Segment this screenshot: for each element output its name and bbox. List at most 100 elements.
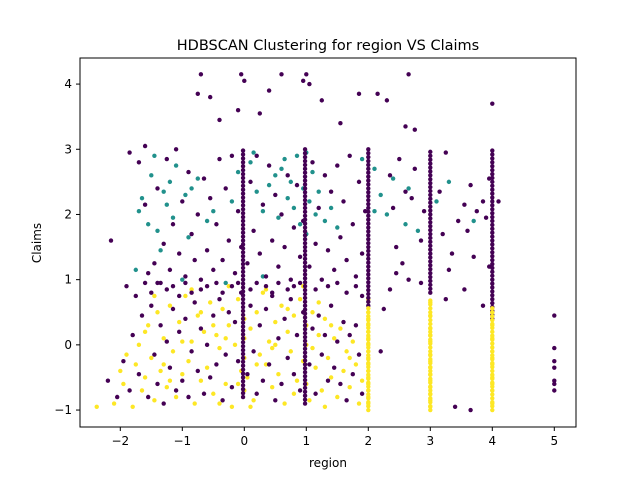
data-point xyxy=(428,403,433,409)
data-point xyxy=(273,319,278,325)
data-point xyxy=(105,378,111,383)
data-point xyxy=(302,190,308,195)
x-tick-label: −2 xyxy=(111,434,129,448)
data-point xyxy=(146,270,151,276)
data-point xyxy=(366,299,371,305)
data-point xyxy=(204,248,210,253)
data-point xyxy=(235,209,241,214)
data-point xyxy=(229,153,235,158)
data-point xyxy=(310,326,315,331)
data-point xyxy=(240,179,246,185)
data-point xyxy=(195,212,200,217)
data-point xyxy=(428,376,433,381)
data-point xyxy=(328,189,334,194)
data-point xyxy=(366,170,371,175)
data-point xyxy=(146,222,151,227)
data-point xyxy=(302,381,308,387)
data-point xyxy=(186,235,191,240)
data-point xyxy=(428,286,433,291)
data-point xyxy=(366,325,371,331)
data-point xyxy=(240,320,246,325)
data-point xyxy=(428,364,433,370)
data-point xyxy=(220,257,225,263)
data-point xyxy=(297,222,303,227)
data-point xyxy=(325,378,331,383)
data-point xyxy=(279,212,284,217)
data-point xyxy=(490,313,495,319)
data-point xyxy=(302,158,308,164)
data-point xyxy=(332,336,337,341)
data-point xyxy=(344,349,349,354)
data-point xyxy=(332,365,337,370)
data-point xyxy=(350,371,355,377)
data-point xyxy=(192,257,197,263)
data-point xyxy=(273,342,278,348)
data-point xyxy=(490,187,495,192)
data-point xyxy=(302,366,308,371)
data-point xyxy=(474,209,479,214)
data-point xyxy=(251,349,256,354)
data-point xyxy=(240,316,246,321)
data-point xyxy=(195,176,200,181)
data-point xyxy=(189,290,194,295)
data-point xyxy=(366,174,371,179)
data-point xyxy=(313,241,318,246)
data-point xyxy=(180,378,185,383)
data-point xyxy=(490,257,495,263)
data-point xyxy=(307,199,312,204)
x-tick-label: 4 xyxy=(488,434,496,448)
x-axis-label: region xyxy=(309,456,347,470)
data-point xyxy=(201,329,207,335)
data-point xyxy=(254,310,259,315)
data-point xyxy=(366,329,371,335)
data-point xyxy=(198,378,204,383)
data-point xyxy=(170,349,176,354)
data-point xyxy=(240,281,246,286)
data-point xyxy=(161,401,166,406)
y-axis-label: Claims xyxy=(30,223,44,263)
data-point xyxy=(285,355,290,361)
data-point xyxy=(146,394,151,400)
data-point xyxy=(347,332,352,338)
data-point xyxy=(428,321,433,327)
data-point xyxy=(403,189,408,194)
data-point xyxy=(302,397,308,402)
data-point xyxy=(313,287,318,292)
data-point xyxy=(240,261,246,267)
data-point xyxy=(139,388,145,393)
data-point xyxy=(302,205,308,211)
data-point xyxy=(490,285,495,290)
data-point xyxy=(254,280,259,286)
data-point xyxy=(173,163,179,168)
data-point xyxy=(552,358,557,364)
data-point xyxy=(428,306,433,311)
data-point xyxy=(240,230,246,235)
data-point xyxy=(240,308,246,314)
data-point xyxy=(366,337,371,342)
data-point xyxy=(428,161,433,166)
x-tick-label: 1 xyxy=(302,434,310,448)
data-point xyxy=(428,360,433,366)
data-point xyxy=(366,205,371,211)
data-point xyxy=(428,169,433,174)
data-point xyxy=(428,298,433,303)
data-point xyxy=(366,240,371,246)
data-point xyxy=(240,343,246,349)
data-point xyxy=(307,81,312,87)
data-point xyxy=(428,165,433,170)
data-point xyxy=(456,218,461,224)
data-point xyxy=(319,352,324,357)
data-point xyxy=(316,189,321,194)
data-point xyxy=(428,259,433,264)
data-point xyxy=(353,323,359,328)
data-point xyxy=(490,357,495,362)
data-point xyxy=(223,336,228,341)
data-point xyxy=(310,345,315,351)
data-point xyxy=(266,339,272,344)
data-point xyxy=(152,398,157,403)
data-point xyxy=(490,265,495,271)
data-point xyxy=(366,225,371,230)
data-point xyxy=(366,150,371,156)
data-point xyxy=(316,205,321,211)
data-point xyxy=(167,303,173,308)
